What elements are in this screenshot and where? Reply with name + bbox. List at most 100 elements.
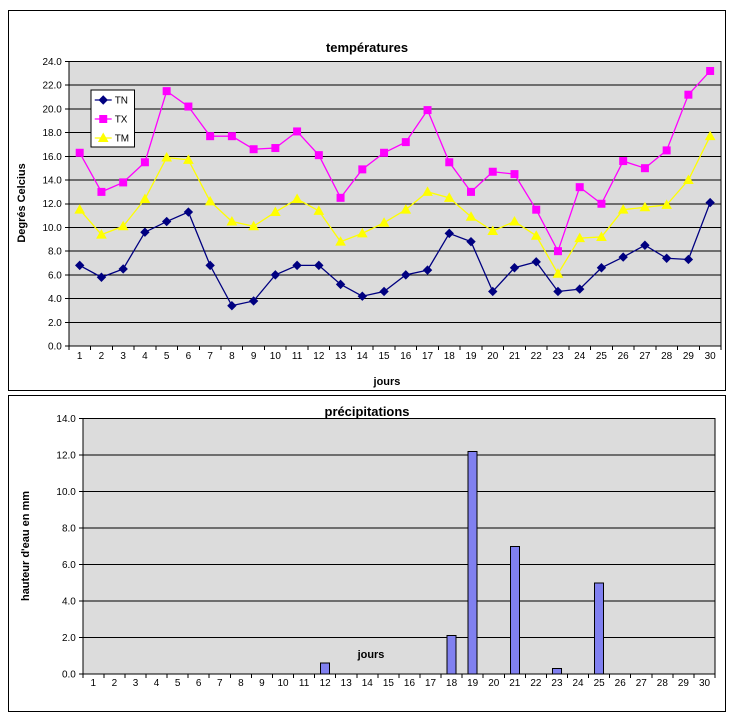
y-tick-label: 20.0 xyxy=(42,104,62,115)
x-tick-label: 16 xyxy=(404,678,416,689)
precipitations-x-axis-title: jours xyxy=(357,649,385,661)
marker-TX-day-23 xyxy=(553,247,562,256)
y-tick-label: 24.0 xyxy=(42,57,62,68)
temperatures-chart[interactable]: 0.0 2.0 4.0 6.0 8.0 10.0 12.0 14.0 16.0 18.0 20.0 2… xyxy=(8,10,726,391)
x-tick-label: 19 xyxy=(465,351,477,362)
marker-TM-day-5 xyxy=(161,151,172,162)
marker-TX-day-30 xyxy=(706,66,715,75)
y-tick-label: 12.0 xyxy=(42,199,62,210)
marker-TX-day-13 xyxy=(336,193,345,202)
legend-marker-TN xyxy=(98,95,108,105)
y-tick-label: 8.0 xyxy=(48,247,62,258)
marker-TM-day-3 xyxy=(117,220,129,231)
x-tick-label: 4 xyxy=(154,678,160,689)
marker-TX-day-2 xyxy=(97,187,106,196)
x-tick-label: 9 xyxy=(251,351,257,362)
marker-TX-day-9 xyxy=(249,145,258,154)
marker-TN-day-4 xyxy=(140,227,150,237)
bar-day-23[interactable] xyxy=(551,668,562,675)
precipitations-chart[interactable]: 0.0 2.0 4.0 6.0 8.0 10.0 12.0 14.0 1 2 3 4 5 6 7 8 9 10 11… xyxy=(8,395,726,712)
x-tick-label: 2 xyxy=(112,678,118,689)
marker-TM-day-17 xyxy=(422,186,433,196)
marker-TN-day-7 xyxy=(205,260,215,271)
marker-TX-day-28 xyxy=(662,146,671,155)
marker-TM-day-10 xyxy=(270,206,281,217)
marker-TX-day-16 xyxy=(401,138,410,147)
marker-TN-day-28 xyxy=(661,253,672,263)
legend[interactable]: TN TX TM xyxy=(90,89,136,148)
marker-TM-day-11 xyxy=(291,193,303,204)
marker-TN-day-2 xyxy=(96,272,107,282)
marker-TX-day-21 xyxy=(510,170,519,179)
marker-TX-day-7 xyxy=(206,132,215,141)
marker-TX-day-18 xyxy=(445,158,454,167)
x-tick-label: 5 xyxy=(164,351,170,362)
x-tick-label: 6 xyxy=(186,351,192,362)
x-tick-label: 7 xyxy=(207,351,213,362)
bar-day-19[interactable] xyxy=(467,450,478,675)
series-line-TN[interactable] xyxy=(79,202,711,307)
x-tick-label: 1 xyxy=(91,678,97,689)
bar-day-18[interactable] xyxy=(446,635,457,675)
marker-TM-day-20 xyxy=(487,225,499,236)
marker-TN-day-24 xyxy=(575,284,585,294)
x-tick-label: 23 xyxy=(551,678,563,689)
marker-TM-day-14 xyxy=(356,227,368,238)
x-tick-label: 3 xyxy=(120,351,126,362)
marker-TM-day-21 xyxy=(509,216,520,226)
series-line-TM[interactable] xyxy=(79,135,711,275)
marker-TM-day-12 xyxy=(313,205,325,215)
marker-TM-day-27 xyxy=(639,201,651,212)
x-tick-label: 29 xyxy=(683,351,695,362)
marker-TX-day-5 xyxy=(162,87,171,96)
x-tick-label: 25 xyxy=(596,351,608,362)
marker-TM-day-4 xyxy=(139,193,151,204)
marker-TN-day-27 xyxy=(640,240,650,250)
marker-TN-day-18 xyxy=(444,228,454,239)
marker-TN-day-29 xyxy=(683,254,694,265)
marker-TN-day-23 xyxy=(553,286,563,297)
x-tick-label: 28 xyxy=(657,678,669,689)
marker-TX-day-3 xyxy=(119,178,128,187)
y-tick-label: 6.0 xyxy=(48,270,62,281)
marker-TM-day-24 xyxy=(574,232,586,243)
legend-label-TM: TM xyxy=(115,133,129,144)
plot-area xyxy=(82,418,716,674)
legend-marker-TM xyxy=(97,132,109,142)
x-tick-label: 26 xyxy=(615,678,627,689)
marker-TX-day-14 xyxy=(358,165,367,174)
y-tick-label: 10.0 xyxy=(56,487,76,498)
marker-TN-day-14 xyxy=(357,291,368,301)
x-tick-label: 22 xyxy=(531,351,543,362)
y-tick-label: 0.0 xyxy=(62,669,76,680)
marker-TN-day-20 xyxy=(488,286,498,297)
x-tick-label: 21 xyxy=(509,351,521,362)
x-tick-label: 15 xyxy=(379,351,391,362)
x-tick-label: 8 xyxy=(229,351,235,362)
x-tick-label: 27 xyxy=(639,351,651,362)
marker-TN-day-3 xyxy=(118,264,128,274)
marker-TM-day-26 xyxy=(617,204,629,214)
x-tick-label: 30 xyxy=(705,351,717,362)
marker-TX-day-10 xyxy=(271,144,280,153)
marker-TX-day-8 xyxy=(227,132,236,141)
x-tick-label: 25 xyxy=(594,678,606,689)
marker-TN-day-9 xyxy=(248,296,259,306)
bar-day-12[interactable] xyxy=(320,662,331,675)
temperatures-x-axis-title: jours xyxy=(373,376,401,388)
y-tick-label: 14.0 xyxy=(42,176,62,187)
marker-TM-day-13 xyxy=(335,236,346,246)
marker-TX-day-4 xyxy=(140,158,149,167)
marker-TM-day-29 xyxy=(683,174,694,185)
marker-TM-day-16 xyxy=(400,204,412,214)
marker-TN-day-15 xyxy=(379,286,389,297)
marker-TX-day-20 xyxy=(488,167,497,176)
legend-label-TN: TN xyxy=(115,95,128,106)
x-tick-label: 28 xyxy=(661,351,673,362)
marker-TN-day-16 xyxy=(401,270,411,280)
marker-TN-day-26 xyxy=(618,252,628,262)
marker-TX-day-6 xyxy=(184,102,193,111)
marker-TX-day-17 xyxy=(423,106,432,115)
bar-day-25[interactable] xyxy=(594,582,605,675)
bar-day-21[interactable] xyxy=(509,545,520,675)
